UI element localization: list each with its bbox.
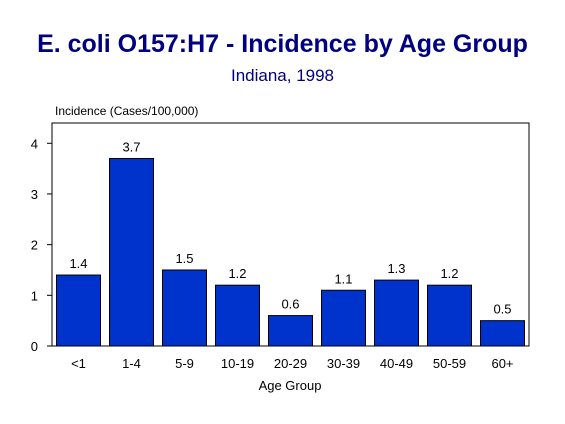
bar [268, 315, 313, 347]
x-tick-label: 20-29 [274, 356, 307, 371]
y-tick-label: 3 [31, 187, 38, 202]
data-label: 0.5 [493, 302, 511, 317]
bar [321, 289, 366, 347]
bar [109, 157, 154, 347]
bar [215, 284, 260, 347]
bar [56, 274, 101, 347]
chart-subtitle: Indiana, 1998 [230, 66, 335, 85]
data-label: 3.7 [122, 139, 140, 154]
data-label: 1.4 [69, 256, 87, 271]
x-tick-label: 40-49 [380, 356, 413, 371]
x-tick-label: 50-59 [433, 356, 466, 371]
bar [427, 284, 472, 347]
bar [480, 320, 525, 347]
x-tick-label: 5-9 [175, 356, 194, 371]
y-axis-label: Incidence (Cases/100,000) [55, 104, 198, 118]
data-label: 1.3 [387, 261, 405, 276]
y-axis: 0 1 2 3 4 [31, 136, 52, 354]
x-tick-label: 30-39 [327, 356, 360, 371]
data-label: 1.2 [228, 266, 246, 281]
y-tick-label: 0 [31, 339, 38, 354]
x-tick-label: 60+ [491, 356, 513, 371]
x-axis: <1 1-4 5-9 10-19 20-29 30-39 40-49 50-59 60+ [71, 356, 513, 371]
y-tick-label: 1 [31, 288, 38, 303]
y-tick-label: 2 [31, 238, 38, 253]
x-tick-label: <1 [71, 356, 86, 371]
x-axis-label: Age Group [259, 378, 322, 393]
x-tick-label: 1-4 [122, 356, 141, 371]
bars: 1.4 3.7 1.5 1.2 0.6 1.1 1.3 1.2 0.5 [56, 139, 525, 347]
bar [374, 279, 419, 347]
data-label: 1.5 [175, 251, 193, 266]
data-label: 1.2 [440, 266, 458, 281]
data-label: 0.6 [281, 297, 299, 312]
chart-title: E. coli O157:H7 - Incidence by Age Group [37, 30, 528, 58]
data-label: 1.1 [334, 271, 352, 286]
y-tick-label: 4 [31, 136, 38, 151]
bar [162, 269, 207, 347]
x-tick-label: 10-19 [221, 356, 254, 371]
